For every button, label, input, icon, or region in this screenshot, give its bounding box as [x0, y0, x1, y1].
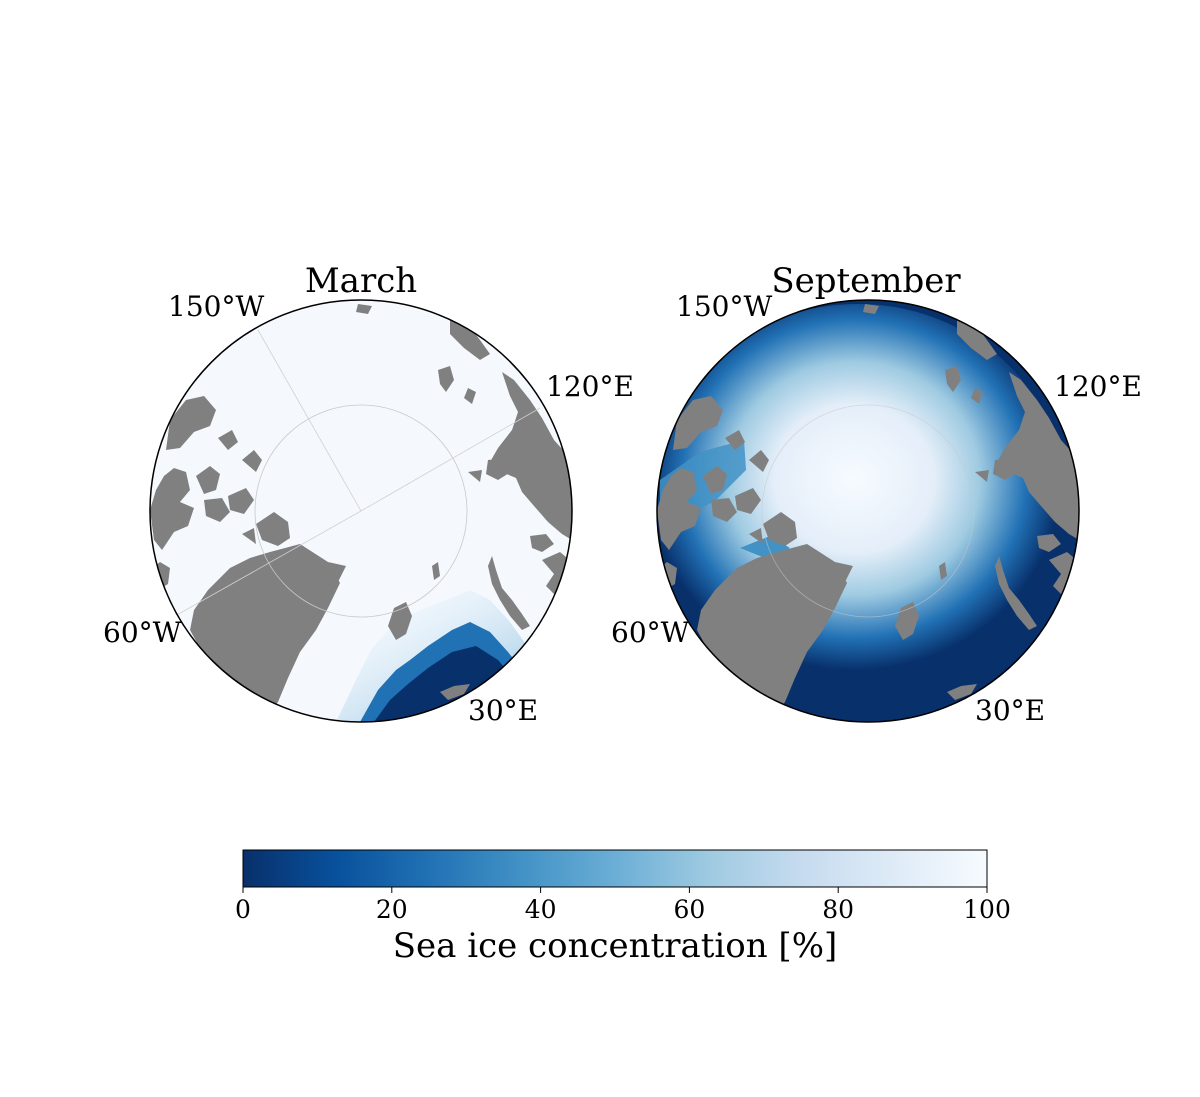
lon-label-120e: 120°E [1054, 370, 1142, 403]
lon-label-30e: 30°E [468, 694, 538, 727]
lon-label-60w: 60°W [103, 616, 182, 649]
colorbar-tick-label: 100 [963, 895, 1011, 924]
lon-label-150w: 150°W [168, 290, 264, 323]
colorbar-tick-label: 20 [376, 895, 408, 924]
colorbar-tick-label: 0 [235, 895, 251, 924]
colorbar: 0 20 40 60 80 100 Sea ice concentration [%] [235, 849, 1011, 966]
map-border [149, 299, 573, 723]
meridian [167, 510, 362, 621]
colorbar-tick-label: 40 [525, 895, 557, 924]
colorbar-ticks: 0 20 40 60 80 100 [235, 887, 1011, 924]
map-march: March 150°W 120°E 60°W 30°E [103, 261, 634, 727]
map-september: September 150°W 120°E 60°W 30°E [611, 261, 1142, 727]
map-border [656, 299, 1080, 723]
lon-label-150w: 150°W [676, 290, 772, 323]
colorbar-tick-label: 80 [822, 895, 854, 924]
colorbar-tick-label: 60 [673, 895, 705, 924]
latitude-circle [761, 404, 975, 618]
latitude-circle [254, 404, 468, 618]
map-title: September [771, 261, 961, 301]
meridian [360, 407, 541, 512]
meridian [257, 329, 362, 512]
lon-label-30e: 30°E [975, 694, 1045, 727]
colorbar-label: Sea ice concentration [%] [393, 926, 838, 966]
lon-label-120e: 120°E [546, 370, 634, 403]
map-title: March [305, 261, 417, 301]
colorbar-gradient [242, 849, 988, 888]
lon-label-60w: 60°W [611, 616, 690, 649]
